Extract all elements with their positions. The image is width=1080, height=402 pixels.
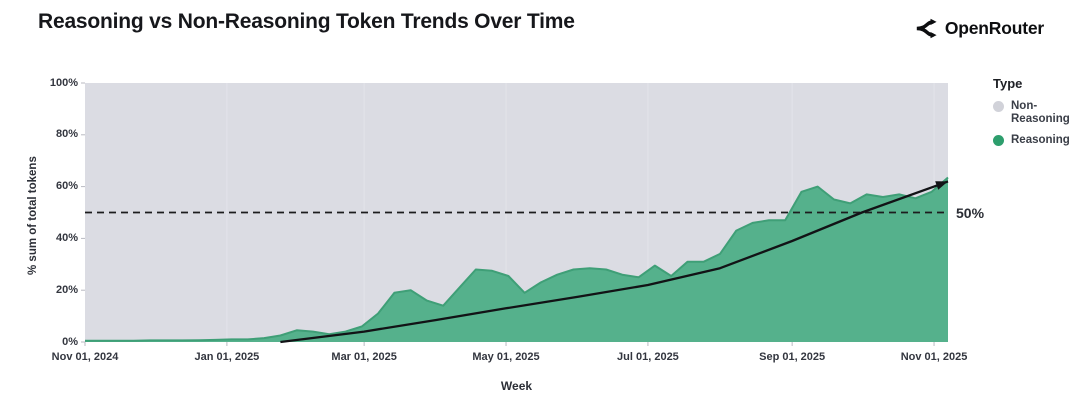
legend-title: Type bbox=[993, 76, 1023, 91]
ref-line-label: 50% bbox=[956, 204, 985, 221]
x-tick-label: Nov 01, 2024 bbox=[51, 351, 119, 363]
reasoning-area bbox=[85, 177, 948, 342]
reasoning-swatch-icon bbox=[993, 135, 1004, 147]
legend-item-non-reasoning: Non-Reasoning bbox=[993, 100, 1079, 126]
x-tick-label: Jul 01, 2025 bbox=[617, 351, 679, 363]
page-title: Reasoning vs Non-Reasoning Token Trends … bbox=[38, 10, 575, 33]
x-tick-label: May 01, 2025 bbox=[472, 351, 540, 363]
y-tick-label: 20% bbox=[55, 283, 78, 296]
trend-arrowhead-icon bbox=[935, 181, 948, 190]
y-tick-label: 60% bbox=[55, 180, 78, 193]
legend-item-reasoning: Reasoning bbox=[993, 134, 1079, 147]
y-tick-label: 0% bbox=[62, 335, 78, 348]
brand-name: OpenRouter bbox=[944, 18, 1044, 38]
x-tick-label: Nov 01, 2025 bbox=[900, 351, 968, 363]
reasoning-area-edge bbox=[85, 176, 949, 342]
x-tick-label: Sep 01, 2025 bbox=[759, 351, 826, 363]
x-tick-label: Mar 01, 2025 bbox=[331, 351, 397, 363]
y-axis-title: % sum of total tokens bbox=[27, 155, 39, 275]
y-tick-label: 100% bbox=[49, 76, 78, 89]
y-tick-label: 40% bbox=[55, 231, 78, 244]
non-reasoning-swatch-icon bbox=[993, 101, 1004, 112]
legend-label: Reasoning bbox=[1011, 134, 1070, 147]
x-tick-label: Jan 01, 2025 bbox=[194, 351, 260, 363]
trend-line bbox=[280, 180, 949, 344]
legend: Type Non-Reasoning Reasoning bbox=[993, 76, 1079, 156]
legend-label: Non-Reasoning bbox=[1011, 100, 1070, 126]
y-tick-label: 80% bbox=[55, 128, 78, 141]
openrouter-logo-icon bbox=[912, 16, 937, 41]
brand: OpenRouter bbox=[912, 16, 1044, 41]
x-axis-title: Week bbox=[500, 379, 533, 393]
